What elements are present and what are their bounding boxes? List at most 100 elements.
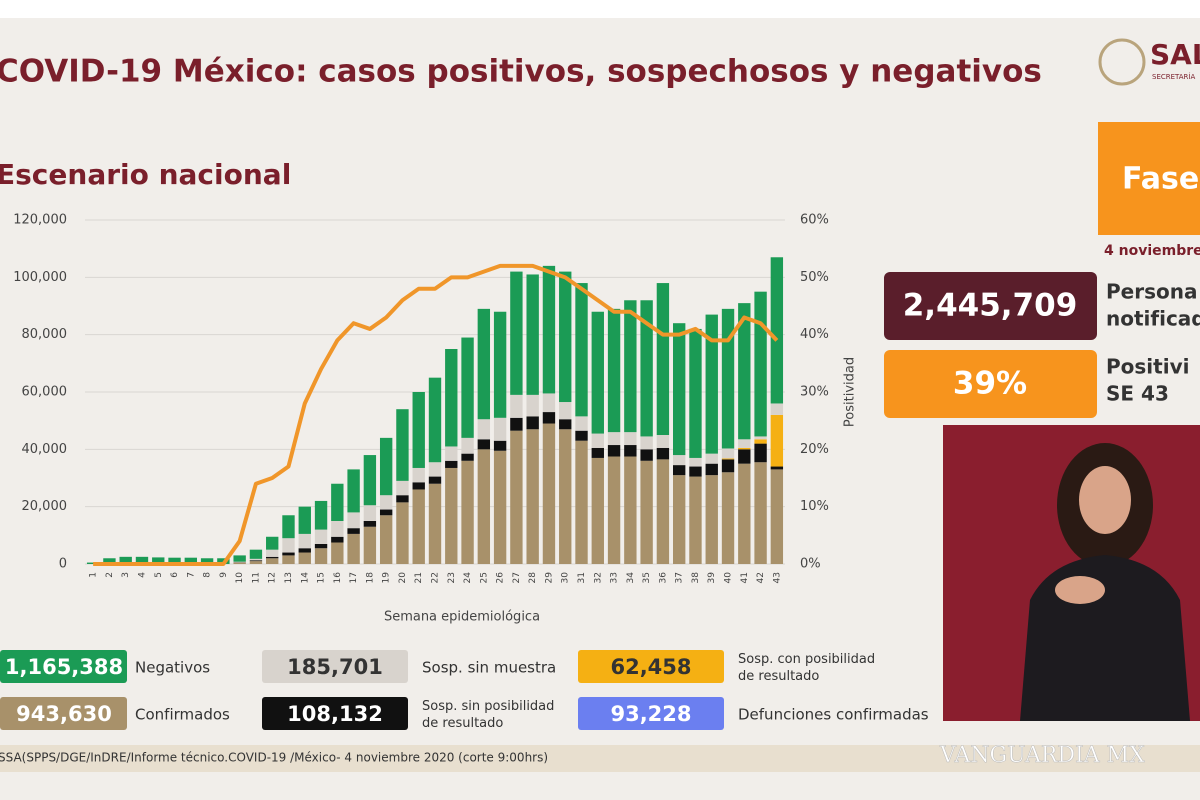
legend-total: 1,165,388 bbox=[5, 655, 123, 679]
bar-segment bbox=[266, 556, 279, 559]
bar-segment bbox=[103, 558, 116, 564]
hands bbox=[1055, 576, 1105, 604]
bar-segment bbox=[559, 402, 572, 420]
bar-segment bbox=[266, 536, 279, 550]
x-tick-label: 28 bbox=[528, 572, 538, 584]
x-tick-label: 17 bbox=[349, 572, 359, 583]
legend-total: 62,458 bbox=[610, 655, 691, 679]
bar-segment bbox=[542, 265, 556, 394]
bar-segment bbox=[770, 414, 784, 467]
bar-segment bbox=[673, 323, 686, 456]
legend-label: Negativos bbox=[135, 659, 210, 677]
x-tick-label: 35 bbox=[642, 572, 652, 583]
bar-segment bbox=[461, 453, 474, 461]
bar-segment bbox=[282, 555, 295, 564]
phase-box bbox=[1098, 122, 1200, 235]
bar-segment bbox=[624, 432, 637, 446]
bar-segment bbox=[249, 558, 263, 561]
x-tick-label: 19 bbox=[382, 572, 392, 584]
bar-segment bbox=[624, 456, 637, 564]
chart: 0 20,000 40,000 60,000 80,000 100,000 120,000 0… bbox=[0, 213, 929, 731]
bar-segment bbox=[396, 480, 409, 496]
bar-segment bbox=[233, 555, 246, 562]
bar-segment bbox=[575, 440, 588, 564]
bar-segment bbox=[347, 533, 360, 564]
bar-segment bbox=[754, 443, 767, 463]
bar-segment bbox=[445, 467, 458, 564]
bar-segment bbox=[363, 455, 377, 506]
bar-segment bbox=[168, 557, 181, 564]
face bbox=[1079, 466, 1131, 534]
logo-sub: SECRETARÍA bbox=[1152, 72, 1195, 81]
bar-segment bbox=[282, 538, 295, 553]
legend-label-line: de resultado bbox=[422, 716, 503, 731]
bar-segment bbox=[575, 416, 588, 431]
bar-segment bbox=[754, 436, 767, 440]
legend-box bbox=[262, 650, 408, 683]
bar-segment bbox=[689, 476, 702, 564]
x-tick-label: 2 bbox=[105, 572, 115, 578]
bar-segment bbox=[575, 283, 588, 417]
bar-segment bbox=[607, 308, 621, 433]
x-tick-label: 27 bbox=[512, 572, 522, 583]
x-tick-label: 39 bbox=[707, 572, 717, 584]
bar-segment bbox=[379, 509, 393, 516]
bar-segment bbox=[314, 500, 328, 530]
bar-segment bbox=[314, 548, 328, 564]
legend-box bbox=[0, 697, 127, 730]
footer-source: SSA(SPPS/DGE/InDRE/Informe técnico.COVID… bbox=[0, 751, 548, 765]
x-tick-label: 1 bbox=[89, 572, 99, 578]
bar-segment bbox=[282, 552, 295, 556]
x-tick-label: 23 bbox=[447, 572, 457, 583]
bar-segment bbox=[738, 449, 751, 464]
y-tick-label: 80,000 bbox=[22, 327, 68, 342]
positivity-label: SE 43 bbox=[1106, 382, 1169, 406]
legend-label: Sosp. sin posibilidad de resultado bbox=[422, 699, 554, 731]
body bbox=[1020, 555, 1190, 721]
bar-segment bbox=[656, 435, 670, 448]
x-tick-label: 22 bbox=[431, 572, 441, 583]
bar-segment bbox=[347, 512, 360, 529]
x-tick-label: 40 bbox=[724, 572, 734, 584]
bar-segment bbox=[591, 447, 604, 458]
bar-segment bbox=[493, 440, 507, 451]
bar-segment bbox=[640, 449, 653, 461]
bar-segment bbox=[689, 328, 702, 458]
bar-segment bbox=[314, 529, 328, 544]
bar-segment bbox=[331, 542, 344, 564]
bar-segment bbox=[412, 489, 425, 564]
x-tick-label: 9 bbox=[219, 572, 229, 578]
y2-axis-title: Positividad bbox=[843, 357, 858, 427]
bar-segment bbox=[493, 417, 507, 441]
bar-segment bbox=[493, 311, 507, 418]
legend-label-line: Sosp. sin posibilidad bbox=[422, 699, 554, 714]
legend-label-line: de resultado bbox=[738, 669, 819, 684]
bar-segment bbox=[526, 394, 539, 417]
legend-label: Confirmados bbox=[135, 706, 230, 724]
bar-segment bbox=[526, 429, 539, 564]
bar-segment bbox=[770, 257, 784, 404]
x-tick-label: 26 bbox=[496, 572, 506, 584]
x-tick-label: 13 bbox=[284, 572, 294, 583]
people-box bbox=[884, 272, 1097, 340]
legend-total: 108,132 bbox=[287, 702, 383, 726]
x-tick-label: 38 bbox=[691, 572, 701, 584]
bar-segment bbox=[510, 417, 523, 431]
x-tick-label: 36 bbox=[658, 572, 668, 584]
legend-label: Sosp. sin muestra bbox=[422, 659, 556, 677]
x-tick-label: 29 bbox=[544, 572, 554, 584]
legend-total: 185,701 bbox=[287, 655, 383, 679]
bar-segment bbox=[738, 447, 751, 450]
bar-segment bbox=[624, 445, 637, 457]
x-tick-label: 21 bbox=[414, 572, 424, 583]
bar-segment bbox=[738, 463, 751, 564]
bar-segment bbox=[721, 458, 735, 460]
bar-segment bbox=[721, 459, 735, 473]
bar-segment bbox=[640, 436, 653, 450]
y2-tick-label: 30% bbox=[800, 385, 829, 400]
bar-segment bbox=[738, 439, 751, 448]
bar-segment bbox=[298, 552, 311, 564]
bar-segment bbox=[477, 419, 491, 440]
bar-segment bbox=[721, 308, 735, 449]
